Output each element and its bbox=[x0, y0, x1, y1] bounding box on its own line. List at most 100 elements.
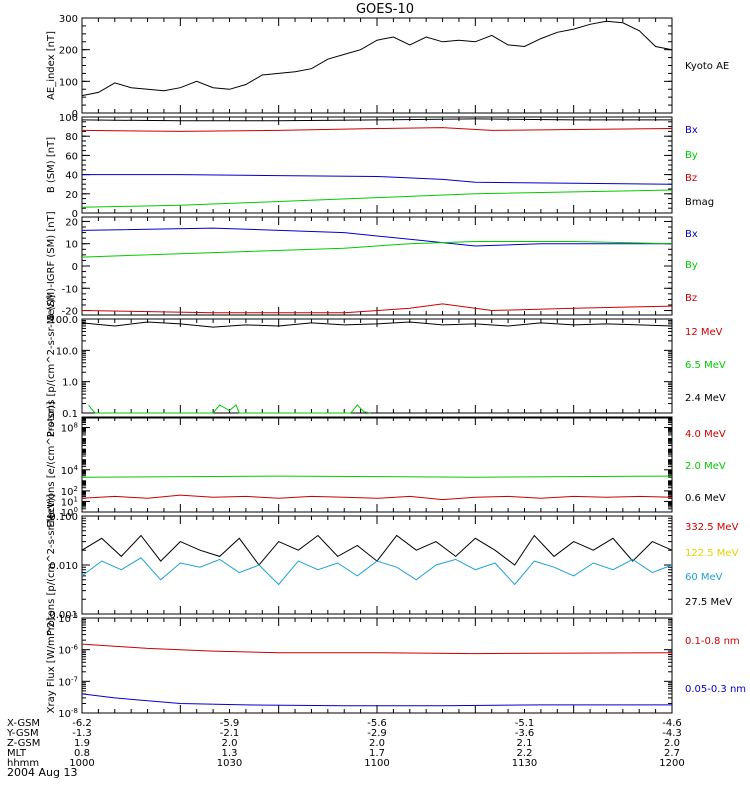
y-tick-label: 0.001 bbox=[49, 610, 78, 621]
legend-entry: 122.5 MeV bbox=[685, 548, 739, 559]
legend-entry: 0.6 MeV bbox=[685, 493, 726, 504]
ephemeris-row-label: Y-GSM bbox=[6, 728, 39, 739]
ephemeris-value: 2.7 bbox=[664, 748, 680, 759]
legend-entry: Bz bbox=[685, 173, 697, 184]
ephemeris-value: 1.7 bbox=[369, 748, 385, 759]
panel-frame bbox=[81, 515, 673, 615]
legend-entry: Bz bbox=[685, 293, 697, 304]
date-label: 2004 Aug 13 bbox=[7, 766, 77, 779]
ephemeris-value: -6.2 bbox=[72, 718, 92, 729]
ephemeris-value: -5.9 bbox=[220, 718, 240, 729]
legend-entry: 0.1-0.8 nm bbox=[685, 636, 740, 647]
legend-entry: Kyoto AE bbox=[685, 61, 729, 72]
y-axis-label: Protons [p/(cm^2-s-sr-MeV)] bbox=[46, 494, 57, 636]
y-axis-label: B (SM) [nT] bbox=[46, 137, 57, 193]
legend-entry: 4.0 MeV bbox=[685, 429, 726, 440]
y-tick-label: 100 bbox=[61, 506, 78, 519]
legend-entry: 2.0 MeV bbox=[685, 461, 726, 472]
y-axis-label: AE_index [nT] bbox=[46, 31, 57, 100]
series-kyoto-ae bbox=[81, 20, 673, 97]
y-tick-label: 10-5 bbox=[58, 612, 78, 625]
legend-entry: By bbox=[685, 150, 698, 161]
ephemeris-value: 2.1 bbox=[517, 738, 533, 749]
series-4-0-mev bbox=[81, 494, 673, 501]
y-tick-label: 10-6 bbox=[58, 644, 78, 657]
y-tick-label: 0.010 bbox=[49, 561, 78, 572]
ephemeris-row-label: MLT bbox=[7, 748, 27, 759]
legend-entry: 27.5 MeV bbox=[685, 597, 732, 608]
legend-entry: 60 MeV bbox=[685, 572, 723, 583]
ephemeris-value: 2.0 bbox=[369, 738, 385, 749]
ephemeris-value: -4.3 bbox=[662, 728, 682, 739]
series-27-5-mev bbox=[81, 534, 673, 566]
ephemeris-value: -2.1 bbox=[220, 728, 240, 739]
legend-entry: Bmag bbox=[685, 197, 714, 208]
y-tick-label: 0 bbox=[72, 109, 78, 120]
y-tick-label: 102 bbox=[61, 485, 78, 498]
y-tick-label: 104 bbox=[61, 464, 79, 477]
panel-frame bbox=[81, 216, 673, 316]
y-tick-label: 100 bbox=[59, 113, 78, 124]
ephemeris-footer: X-GSM -6.2 -5.9 -5.6 -5.1 -4.6 Y-GSM -1.3 -2.1 -2… bbox=[6, 718, 685, 769]
y-tick-label: 0.1 bbox=[62, 409, 78, 420]
panel-frame bbox=[81, 318, 673, 414]
y-tick-label: 0 bbox=[72, 209, 78, 220]
y-tick-label: 300 bbox=[59, 14, 78, 25]
y-tick-label: 200 bbox=[59, 46, 78, 57]
y-tick-label: 101 bbox=[61, 495, 78, 508]
ephemeris-value: -2.9 bbox=[367, 728, 387, 739]
series-0-1-0-8-nm bbox=[81, 643, 673, 655]
y-axis-label: B (SM)-IGRF (SM) [nT] bbox=[46, 211, 57, 320]
series-60-mev bbox=[81, 557, 673, 586]
y-tick-label: 80 bbox=[65, 132, 78, 143]
ephemeris-value: 2.2 bbox=[517, 748, 533, 759]
y-tick-label: -20 bbox=[62, 307, 78, 318]
ephemeris-value: -1.3 bbox=[72, 728, 92, 739]
ephemeris-value: -5.6 bbox=[367, 718, 387, 729]
panel-2: 0 20 40 60 80 100 B (SM) [nT] Bx By Bz Bmag bbox=[46, 113, 714, 220]
ephemeris-value: 2.0 bbox=[222, 738, 238, 749]
ephemeris-value: -3.6 bbox=[515, 728, 535, 739]
y-tick-label: 100 bbox=[59, 77, 78, 88]
y-tick-label: 100.0 bbox=[49, 315, 78, 326]
legend-entry: 332.5 MeV bbox=[685, 522, 739, 533]
series-by bbox=[81, 189, 673, 208]
y-tick-label: -10 bbox=[62, 284, 78, 295]
y-tick-label: 0 bbox=[72, 262, 78, 273]
y-axis-label: Protons [p/(cm^2-s-sr-MeV)] bbox=[46, 295, 57, 437]
y-tick-label: 40 bbox=[65, 171, 78, 182]
legend-entry: By bbox=[685, 260, 698, 271]
ephemeris-value: 1100 bbox=[364, 758, 389, 769]
ephemeris-value: 1.9 bbox=[74, 738, 90, 749]
ephemeris-value: 1000 bbox=[69, 758, 94, 769]
ephemeris-value: -5.1 bbox=[515, 718, 535, 729]
panel-frame bbox=[81, 617, 673, 714]
series-6-5-mev bbox=[88, 404, 371, 414]
ephemeris-value: 0.8 bbox=[74, 748, 90, 759]
ephemeris-row-label: hhmm bbox=[7, 758, 39, 769]
series-bz bbox=[81, 303, 673, 314]
y-axis-label: Xray Flux [W/m^2] bbox=[46, 618, 57, 714]
panel-frame bbox=[81, 416, 673, 513]
series-2-0-mev bbox=[81, 475, 673, 478]
panel-frame bbox=[81, 17, 673, 114]
figure-title: GOES-10 bbox=[356, 2, 414, 17]
legend-entry: 2.4 MeV bbox=[685, 393, 726, 404]
ephemeris-value: 1030 bbox=[217, 758, 242, 769]
y-tick-label: 108 bbox=[61, 422, 78, 435]
y-tick-label: 10-8 bbox=[58, 707, 78, 720]
series-0-05-0-3-nm bbox=[81, 693, 672, 707]
ephemeris-value: 1200 bbox=[659, 758, 684, 769]
y-tick-label: 10.0 bbox=[56, 346, 78, 357]
legend-entry: 0.05-0.3 nm bbox=[685, 684, 746, 695]
y-axis-label: Electrons [e/(cm^2-s-sr)] bbox=[46, 401, 57, 527]
y-tick-label: 10 bbox=[65, 240, 78, 251]
y-tick-label: 0.100 bbox=[49, 512, 78, 523]
series-by bbox=[81, 241, 673, 258]
